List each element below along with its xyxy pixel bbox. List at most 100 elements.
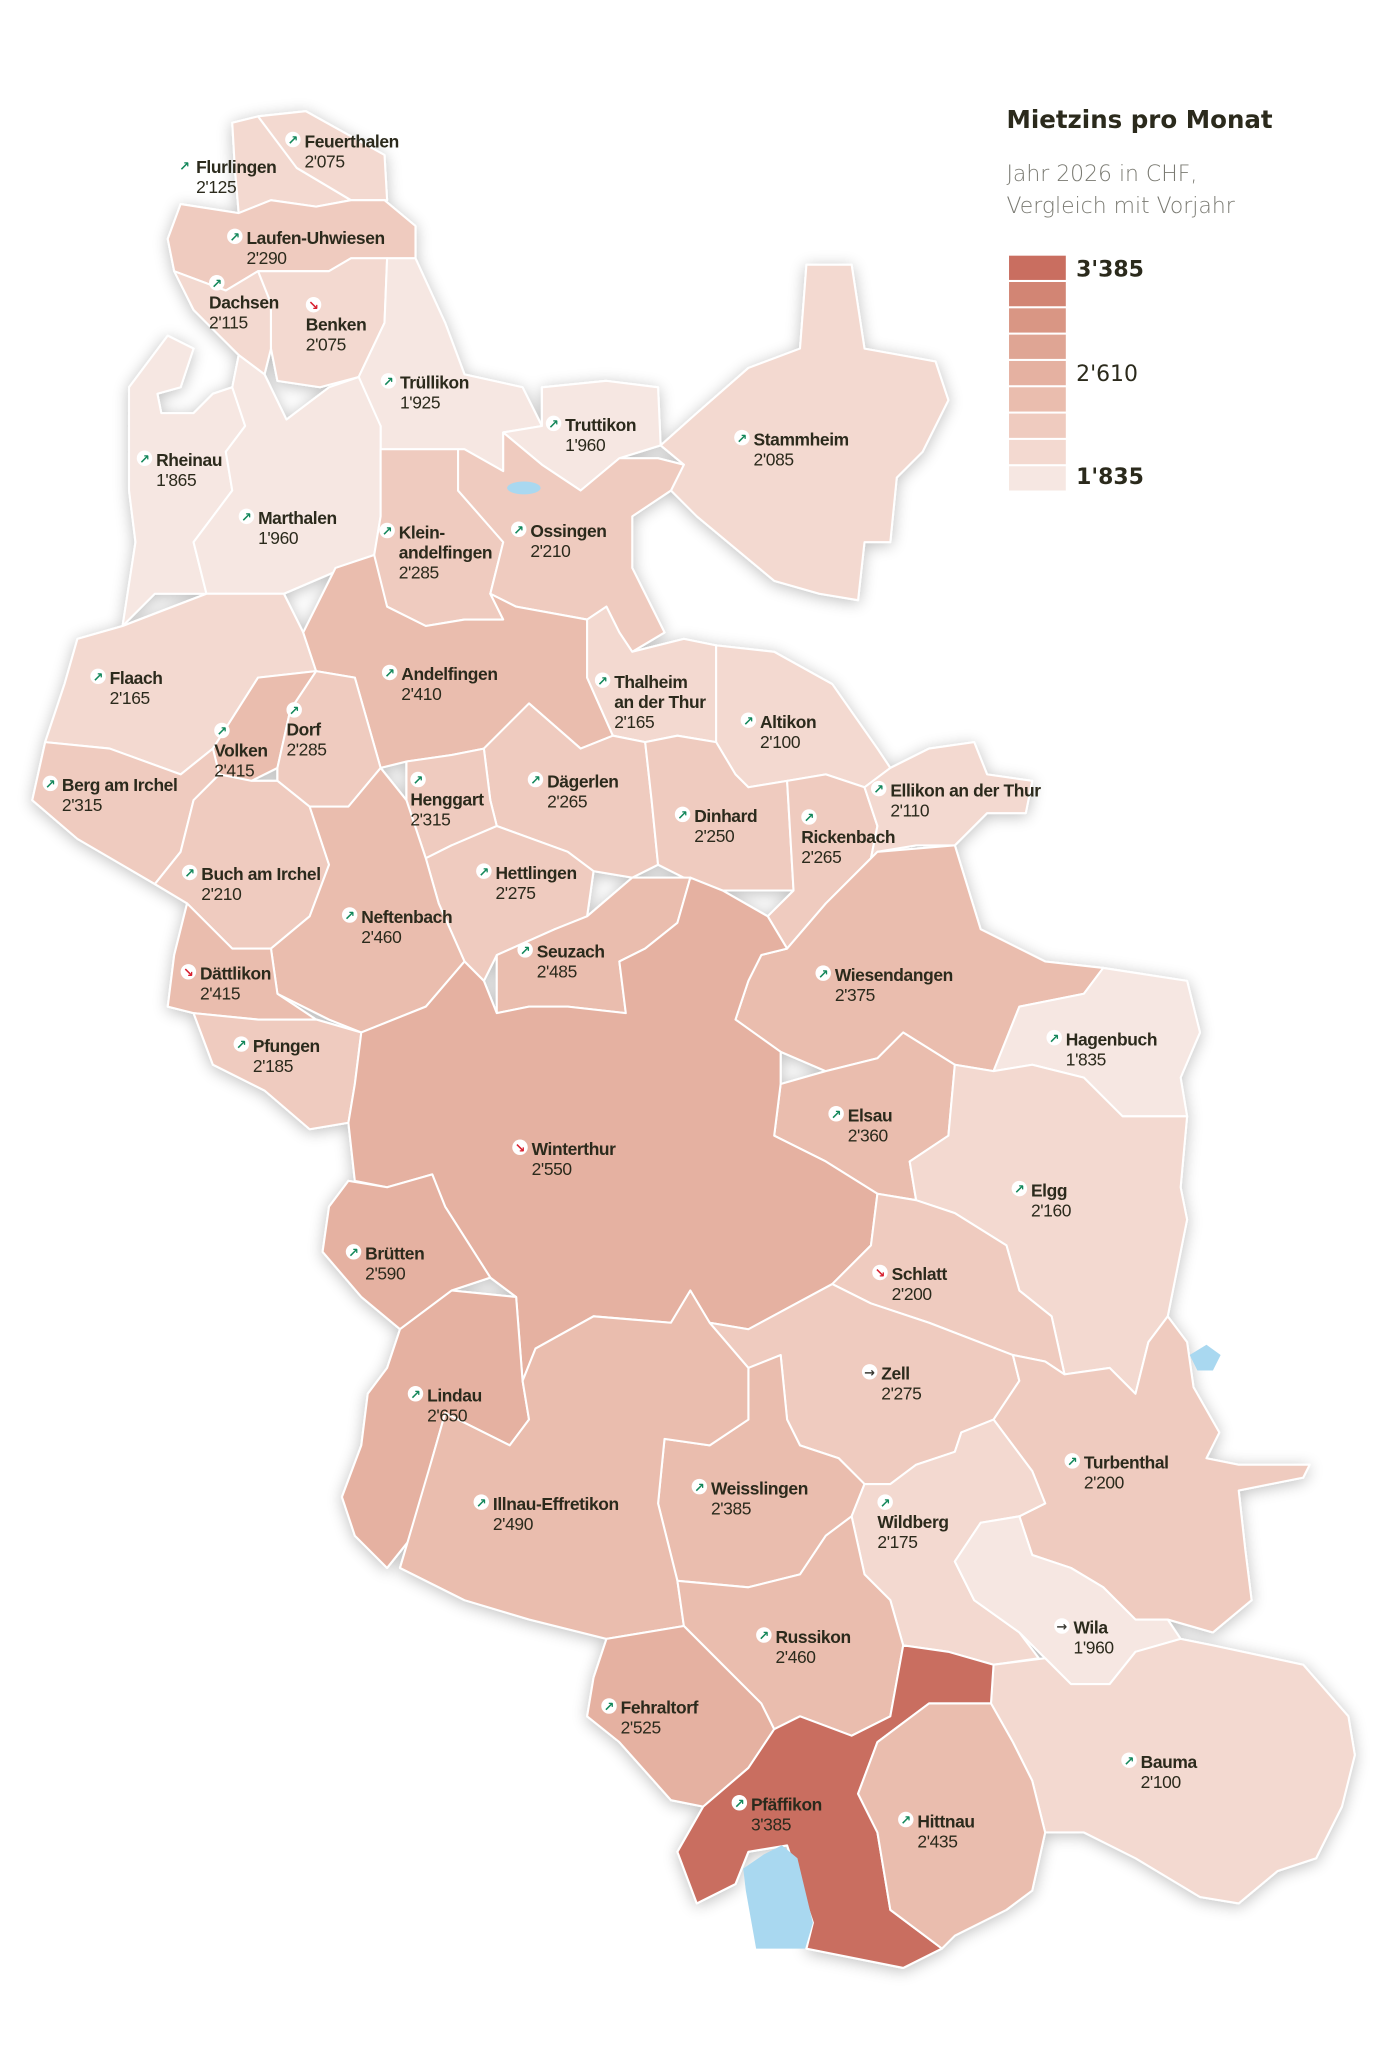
municipality-rent: 2'200	[1084, 1473, 1124, 1493]
svg-text:↗: ↗	[737, 432, 748, 447]
municipality-rent: 2'160	[1031, 1200, 1071, 1220]
legend-swatch	[1009, 439, 1066, 465]
arrow-up-right-icon: ↗	[410, 771, 426, 789]
arrow-up-right-icon: ↗	[601, 1698, 617, 1715]
svg-text:↗: ↗	[413, 774, 424, 789]
legend-swatch	[1009, 282, 1066, 307]
municipality-name: Hagenbuch	[1066, 1029, 1157, 1049]
municipality-stammheim[interactable]	[659, 263, 950, 602]
legend-subtitle-line1: Jahr 2026 in CHF,	[1006, 162, 1197, 187]
arrow-up-right-icon: ↗	[545, 415, 562, 433]
municipality-name: Dättlikon	[200, 964, 271, 984]
svg-text:↗: ↗	[743, 714, 754, 729]
municipality-name: Buch am Irchel	[201, 864, 320, 884]
municipality-rent: 2'525	[621, 1718, 661, 1738]
municipality-rent: 2'165	[110, 688, 150, 708]
municipality-name: Stammheim	[754, 429, 849, 449]
municipality-name: Ellikon an der Thur	[890, 780, 1041, 800]
arrow-up-right-icon: ↗	[176, 157, 193, 175]
municipality-rent: 1'865	[156, 470, 196, 490]
arrow-up-right-icon: ↗	[214, 722, 230, 740]
svg-text:↗: ↗	[348, 1246, 359, 1261]
arrow-up-right-icon: ↗	[407, 1386, 424, 1403]
legend-swatch	[1009, 308, 1066, 333]
municipality-name: Trüllikon	[400, 373, 469, 393]
arrow-down-right-icon: ↘	[305, 296, 322, 314]
svg-text:↗: ↗	[1014, 1183, 1025, 1198]
municipality-rent: 2'435	[917, 1831, 957, 1851]
municipality-rent: 2'490	[493, 1514, 533, 1534]
municipality-name: Truttikon	[565, 415, 636, 435]
svg-text:↗: ↗	[184, 867, 195, 882]
municipality-rent: 2'100	[1141, 1772, 1181, 1792]
arrow-up-right-icon: ↗	[286, 702, 302, 719]
svg-text:↗: ↗	[818, 967, 829, 982]
arrow-up-right-icon: ↗	[379, 522, 395, 540]
municipality-name: Marthalen	[258, 508, 337, 528]
municipality-rent: 2'100	[760, 732, 800, 752]
municipality-rent: 2'200	[892, 1284, 932, 1304]
legend-swatch	[1009, 360, 1066, 386]
municipality-name: Hittnau	[917, 1811, 974, 1831]
lakes	[507, 481, 1221, 1949]
municipality-name: Dorf	[286, 720, 321, 740]
municipality-name: Brütten	[365, 1244, 424, 1264]
municipality-rent: 1'960	[258, 528, 298, 548]
municipality-rent: 2'210	[201, 884, 241, 904]
arrow-up-right-icon: ↗	[1121, 1752, 1137, 1769]
svg-text:↗: ↗	[217, 725, 228, 740]
svg-text:↗: ↗	[677, 809, 688, 824]
municipality-dachsen[interactable]	[173, 270, 272, 376]
arrow-down-right-icon: ↘	[872, 1264, 888, 1282]
arrow-down-right-icon: ↘	[512, 1139, 528, 1156]
municipality-rent: 2'460	[775, 1647, 815, 1667]
arrow-up-right-icon: ↗	[90, 668, 106, 685]
municipality-rent: 2'250	[694, 826, 734, 846]
svg-text:↗: ↗	[1049, 1032, 1060, 1047]
arrow-up-right-icon: ↗	[285, 131, 301, 149]
municipality-name: Henggart	[410, 789, 484, 809]
municipality-name: Fehraltorf	[621, 1698, 699, 1718]
svg-text:↗: ↗	[289, 704, 300, 719]
svg-text:↗: ↗	[520, 944, 531, 959]
svg-text:↗: ↗	[139, 452, 150, 467]
municipality-rent: 2'650	[427, 1405, 467, 1425]
arrow-up-right-icon: ↗	[674, 806, 691, 824]
svg-text:↗: ↗	[287, 134, 298, 149]
svg-text:↗: ↗	[804, 811, 815, 826]
municipality-name: Berg am Irchel	[62, 775, 178, 795]
legend-subtitle-line2: Vergleich mit Vorjahr	[1006, 194, 1234, 219]
municipality-name: Hettlingen	[495, 863, 576, 883]
municipality-hittnau[interactable]	[857, 1702, 1047, 1950]
arrow-up-right-icon: ↗	[734, 429, 750, 447]
svg-text:↗: ↗	[530, 774, 541, 789]
svg-text:↗: ↗	[1067, 1455, 1078, 1470]
arrow-up-right-icon: ↗	[136, 450, 153, 467]
municipality-rent: 2'210	[530, 541, 570, 561]
legend-max-label: 3'385	[1076, 257, 1144, 282]
svg-text:↗: ↗	[382, 525, 393, 540]
arrow-up-right-icon: ↗	[510, 521, 527, 538]
svg-text:↗: ↗	[880, 1496, 891, 1511]
municipality-rent: 1'925	[400, 393, 440, 413]
svg-text:↗: ↗	[831, 1108, 842, 1123]
municipality-illnau-effretikon[interactable]	[398, 1289, 750, 1640]
